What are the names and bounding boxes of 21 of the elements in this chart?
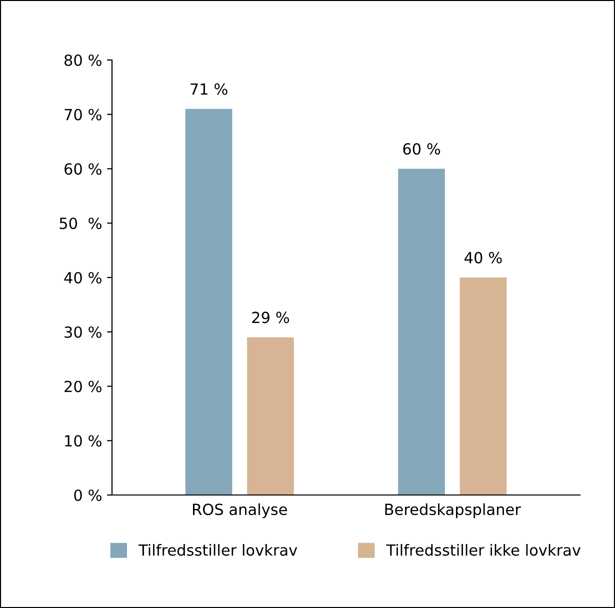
bar	[460, 278, 507, 495]
y-tick-label: 0 %	[74, 489, 102, 502]
legend-label: Tilfredsstiller lovkrav	[138, 544, 298, 556]
data-label: 29 %	[252, 312, 290, 324]
bar	[247, 337, 294, 495]
y-tick-label: 40 %	[64, 272, 102, 284]
y-tick-label: 20 %	[64, 380, 102, 392]
data-label: 40 %	[464, 252, 502, 264]
y-tick-label: 30 %	[64, 326, 102, 338]
data-label: 71 %	[190, 83, 228, 95]
y-tick-label: 50 %	[60, 218, 102, 230]
x-tick-label: Beredskapsplaner	[385, 503, 521, 518]
y-tick-label: 10 %	[65, 435, 102, 447]
bar	[185, 108, 232, 495]
legend-label: Tilfredsstiller ikke lovkrav	[386, 544, 581, 556]
x-tick-label: ROS analyse	[193, 503, 287, 518]
bar	[398, 168, 445, 495]
y-tick-label: 60 %	[64, 163, 102, 175]
y-tick-label: 80 %	[64, 54, 102, 66]
data-label: 60 %	[403, 143, 440, 155]
y-tick-label: 70 %	[64, 108, 102, 120]
